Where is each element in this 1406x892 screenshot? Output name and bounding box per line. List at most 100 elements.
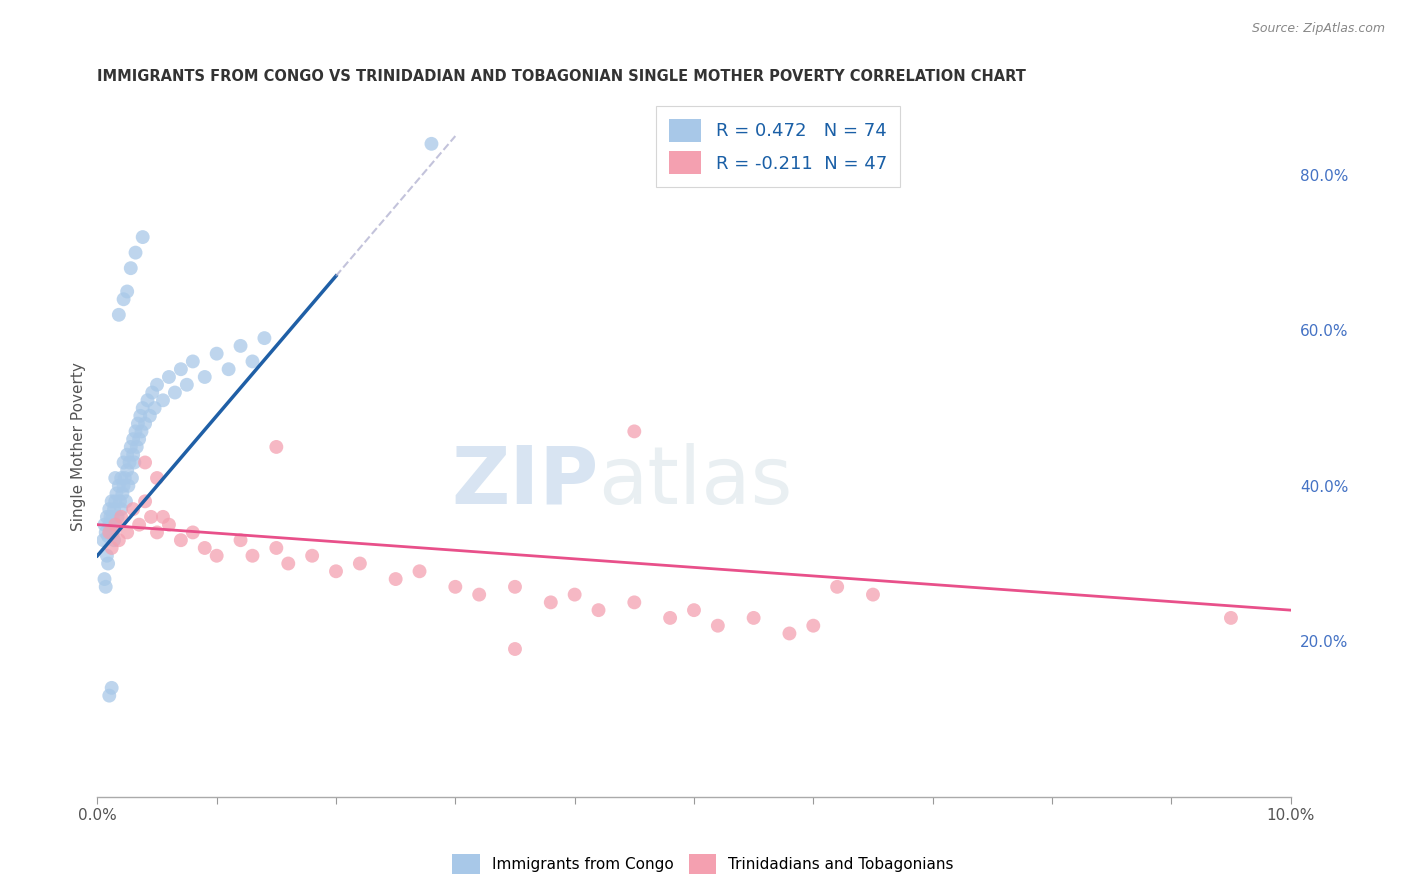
Point <box>564 588 586 602</box>
Point <box>117 479 139 493</box>
Point <box>110 502 132 516</box>
Legend: Immigrants from Congo, Trinidadians and Tobagonians: Immigrants from Congo, Trinidadians and … <box>446 848 960 880</box>
Point <box>659 611 682 625</box>
Point <box>111 486 134 500</box>
Point <box>120 261 142 276</box>
Point <box>176 377 198 392</box>
Point <box>266 541 288 555</box>
Point <box>825 580 848 594</box>
Point <box>96 549 118 563</box>
Point <box>194 541 217 555</box>
Point <box>408 564 430 578</box>
Point <box>146 525 169 540</box>
Point <box>134 455 156 469</box>
Y-axis label: Single Mother Poverty: Single Mother Poverty <box>72 362 86 532</box>
Point <box>104 517 127 532</box>
Legend: R = 0.472   N = 74, R = -0.211  N = 47: R = 0.472 N = 74, R = -0.211 N = 47 <box>657 106 900 187</box>
Point <box>131 401 153 415</box>
Point <box>229 339 252 353</box>
Point <box>108 308 131 322</box>
Point <box>141 385 163 400</box>
Point <box>170 533 193 548</box>
Point <box>100 541 122 555</box>
Point <box>139 509 162 524</box>
Point <box>121 471 143 485</box>
Point <box>181 525 204 540</box>
Point <box>242 549 264 563</box>
Point <box>115 494 138 508</box>
Point <box>124 245 146 260</box>
Text: IMMIGRANTS FROM CONGO VS TRINIDADIAN AND TOBAGONIAN SINGLE MOTHER POVERTY CORREL: IMMIGRANTS FROM CONGO VS TRINIDADIAN AND… <box>97 69 1026 84</box>
Point <box>100 509 122 524</box>
Point <box>94 525 117 540</box>
Point <box>118 455 141 469</box>
Point <box>125 440 148 454</box>
Point <box>152 393 174 408</box>
Point <box>127 417 149 431</box>
Point <box>136 393 159 408</box>
Point <box>742 611 765 625</box>
Point <box>301 549 323 563</box>
Point <box>98 517 121 532</box>
Point <box>157 370 180 384</box>
Text: Source: ZipAtlas.com: Source: ZipAtlas.com <box>1251 22 1385 36</box>
Point <box>93 572 115 586</box>
Point <box>146 377 169 392</box>
Point <box>623 595 645 609</box>
Point <box>349 557 371 571</box>
Point <box>170 362 193 376</box>
Point <box>205 346 228 360</box>
Point <box>218 362 240 376</box>
Point <box>131 230 153 244</box>
Point <box>134 494 156 508</box>
Point <box>110 471 132 485</box>
Point <box>503 580 526 594</box>
Point <box>277 557 299 571</box>
Point <box>93 517 115 532</box>
Point <box>862 588 884 602</box>
Point <box>129 409 152 423</box>
Point <box>112 292 135 306</box>
Point <box>120 440 142 454</box>
Point <box>100 494 122 508</box>
Point <box>242 354 264 368</box>
Point <box>623 425 645 439</box>
Point <box>104 471 127 485</box>
Point <box>115 463 138 477</box>
Point <box>163 385 186 400</box>
Point <box>97 557 120 571</box>
Point <box>97 529 120 543</box>
Point <box>112 479 135 493</box>
Point <box>266 440 288 454</box>
Point <box>101 509 124 524</box>
Point <box>778 626 800 640</box>
Point <box>122 502 145 516</box>
Point <box>100 681 122 695</box>
Point <box>181 354 204 368</box>
Point <box>134 417 156 431</box>
Point <box>122 432 145 446</box>
Point <box>103 533 125 548</box>
Point <box>444 580 467 594</box>
Point <box>122 448 145 462</box>
Point <box>115 448 138 462</box>
Text: ZIP: ZIP <box>451 443 599 521</box>
Point <box>146 471 169 485</box>
Point <box>110 509 132 524</box>
Point <box>707 618 730 632</box>
Point <box>98 525 121 540</box>
Point <box>105 486 128 500</box>
Point <box>1219 611 1241 625</box>
Point <box>112 455 135 469</box>
Point <box>253 331 276 345</box>
Point <box>98 689 121 703</box>
Point <box>124 425 146 439</box>
Point <box>325 564 347 578</box>
Point <box>157 517 180 532</box>
Point <box>229 533 252 548</box>
Point <box>128 517 150 532</box>
Point <box>108 494 131 508</box>
Point <box>104 517 127 532</box>
Point <box>683 603 706 617</box>
Point <box>194 370 217 384</box>
